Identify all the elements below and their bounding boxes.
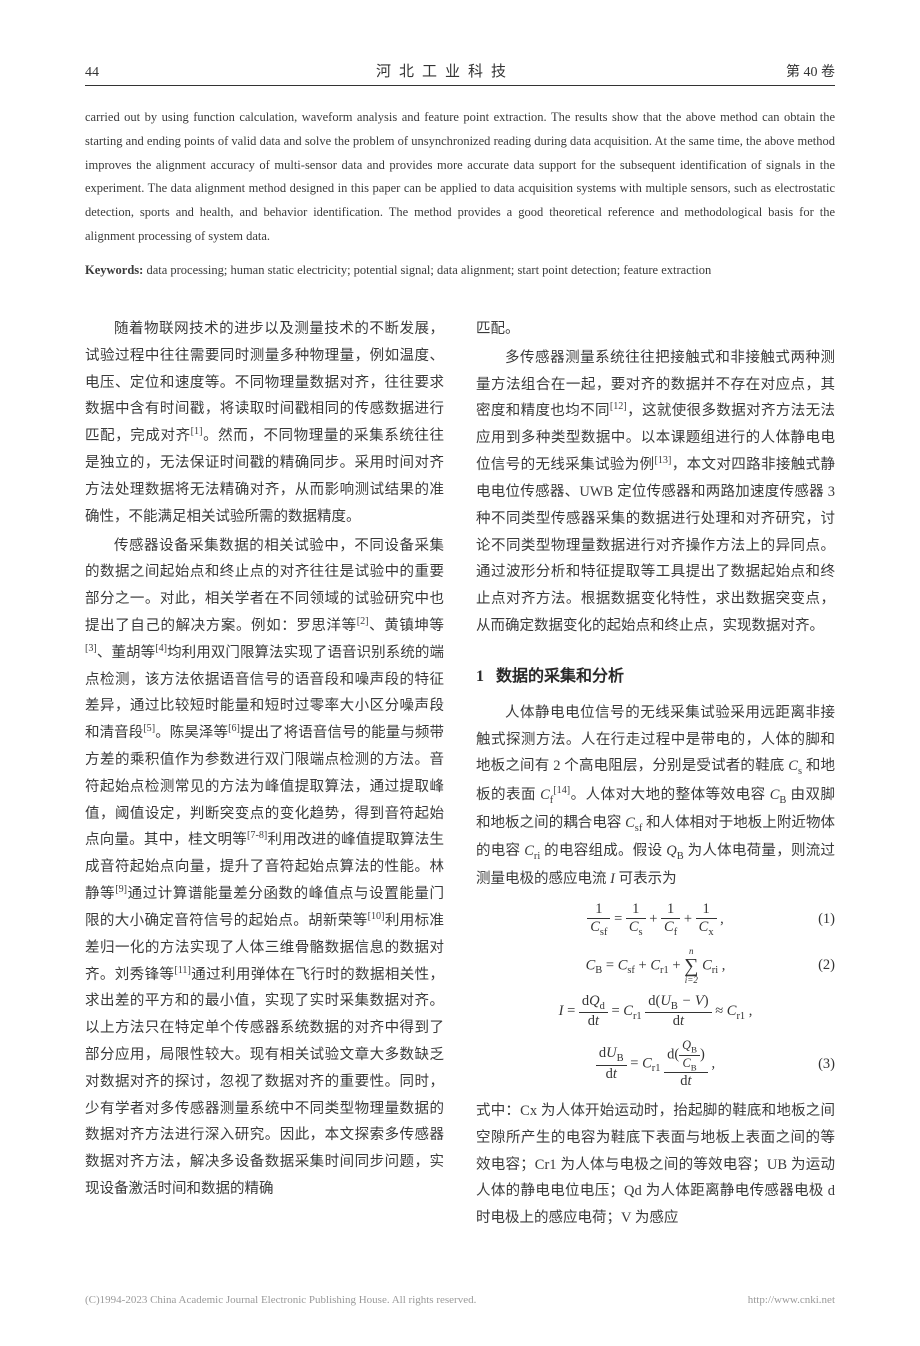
page-header: 44 河北工业科技 第 40 卷 bbox=[85, 60, 835, 86]
paragraph: 多传感器测量系统往往把接触式和非接触式两种测量方法组合在一起，要对齐的数据并不存… bbox=[476, 345, 835, 640]
citation: [11] bbox=[174, 965, 191, 976]
equation-3: dUBdt = Cr1 d(QBCB) dt , (3) bbox=[476, 1038, 835, 1090]
citation: [12] bbox=[610, 402, 627, 413]
footer-url: http://www.cnki.net bbox=[748, 1294, 835, 1306]
citation: [1] bbox=[191, 426, 203, 437]
citation: [10] bbox=[368, 911, 385, 922]
journal-title: 河北工业科技 bbox=[376, 60, 514, 81]
keywords-english: Keywords: data processing; human static … bbox=[85, 259, 835, 282]
citation: [9] bbox=[115, 884, 127, 895]
paragraph-equation-explain: 式中：Cx 为人体开始运动时，抬起脚的鞋底和地板之间空隙所产生的电容为鞋底下表面… bbox=[476, 1098, 835, 1232]
citation: [4] bbox=[155, 643, 167, 654]
paragraph: 人体静电电位信号的无线采集试验采用远距离非接触式探测方法。人在行走过程中是带电的… bbox=[476, 700, 835, 893]
section-title-text: 数据的采集和分析 bbox=[496, 668, 624, 685]
equation-number: (3) bbox=[818, 1056, 835, 1073]
volume-label: 第 40 卷 bbox=[765, 61, 835, 81]
keywords-text: data processing; human static electricit… bbox=[146, 263, 711, 277]
citation: [2] bbox=[357, 616, 369, 627]
paragraph-continuation: 匹配。 bbox=[476, 316, 835, 343]
equation-2: CB = Csf + Cr1 + n∑i=2 Cri , (2) bbox=[476, 947, 835, 985]
citation: [13] bbox=[655, 455, 672, 466]
equation-unlabeled: I = dQddt = Cr1 d(UB − V)dt ≈ Cr1 , bbox=[476, 993, 835, 1031]
left-column: 随着物联网技术的进步以及测量技术的不断发展，试验过程中往往需要同时测量多种物理量… bbox=[85, 316, 444, 1234]
right-column: 匹配。 多传感器测量系统往往把接触式和非接触式两种测量方法组合在一起，要对齐的数… bbox=[476, 316, 835, 1234]
keywords-label: Keywords: bbox=[85, 263, 143, 277]
citation: [14] bbox=[553, 785, 570, 796]
citation: [6] bbox=[228, 723, 240, 734]
equation-number: (2) bbox=[818, 957, 835, 974]
paragraph: 传感器设备采集数据的相关试验中，不同设备采集的数据之间起始点和终止点的对齐往往是… bbox=[85, 533, 444, 1203]
equation-1: 1Csf = 1Cs + 1Cf + 1Cx , (1) bbox=[476, 901, 835, 939]
page-number: 44 bbox=[85, 65, 125, 81]
page-footer: (C)1994-2023 China Academic Journal Elec… bbox=[85, 1294, 835, 1306]
citation: [3] bbox=[85, 643, 97, 654]
citation: [7-8] bbox=[247, 831, 267, 842]
section-heading: 1 数据的采集和分析 bbox=[476, 662, 835, 686]
copyright-text: (C)1994-2023 China Academic Journal Elec… bbox=[85, 1294, 476, 1306]
two-column-layout: 随着物联网技术的进步以及测量技术的不断发展，试验过程中往往需要同时测量多种物理量… bbox=[85, 316, 835, 1234]
paragraph: 随着物联网技术的进步以及测量技术的不断发展，试验过程中往往需要同时测量多种物理量… bbox=[85, 316, 444, 531]
citation: [5] bbox=[143, 723, 155, 734]
abstract-english: carried out by using function calculatio… bbox=[85, 106, 835, 249]
section-number: 1 bbox=[476, 668, 484, 685]
equation-number: (1) bbox=[818, 911, 835, 928]
